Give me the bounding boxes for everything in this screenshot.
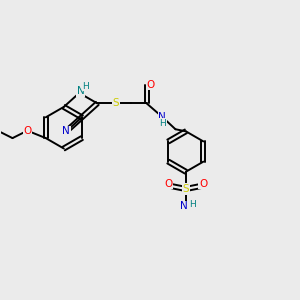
Text: H: H <box>189 200 196 209</box>
Text: O: O <box>164 178 173 189</box>
Text: S: S <box>112 98 119 108</box>
Text: N: N <box>158 112 166 122</box>
Text: N: N <box>181 201 188 211</box>
Text: O: O <box>23 126 32 136</box>
Text: N: N <box>77 86 85 97</box>
Text: H: H <box>159 119 166 128</box>
Text: H: H <box>82 82 89 91</box>
Text: O: O <box>146 80 154 90</box>
Text: S: S <box>182 184 189 194</box>
Text: O: O <box>199 178 207 189</box>
Text: N: N <box>62 126 70 136</box>
